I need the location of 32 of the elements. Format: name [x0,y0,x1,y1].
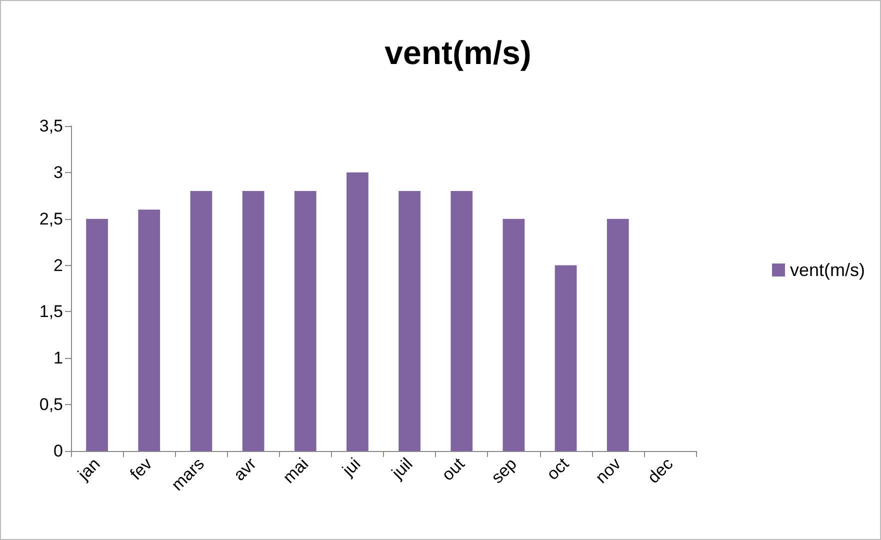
x-tick-label: sep [488,454,520,488]
bar [502,218,525,451]
y-tick-label: 0 [54,442,63,460]
y-tick-label: 3,5 [39,116,63,136]
legend-label: vent(m/s) [790,260,866,280]
y-tick-label: 0,5 [39,395,63,414]
x-tick-label: mai [279,454,312,488]
y-tick-label: 3 [54,162,63,182]
x-tick-label: jui [338,454,364,480]
bar [190,191,212,451]
bar [554,265,577,451]
bar [242,191,264,451]
bar [86,218,108,451]
y-tick-label: 2 [54,256,63,275]
x-tick-label: juil [387,454,416,484]
x-tick-label: dec [644,454,678,488]
bar [398,191,420,451]
x-tick-label: out [438,454,469,484]
x-tick-label: jan [74,454,104,484]
x-tick-label: fev [126,454,156,484]
y-tick-label: 1,5 [39,302,63,322]
x-tick-label: avr [230,454,260,484]
bar [346,172,368,451]
bar [294,191,316,451]
x-tick-label: oct [543,454,573,484]
x-tick-label: nov [592,454,625,488]
bar [606,218,629,451]
bar [450,191,473,451]
y-tick-label: 1 [54,348,63,368]
y-tick-label: 2,5 [39,209,63,228]
bar [138,210,160,451]
chart-title: vent(m/s) [384,34,532,71]
